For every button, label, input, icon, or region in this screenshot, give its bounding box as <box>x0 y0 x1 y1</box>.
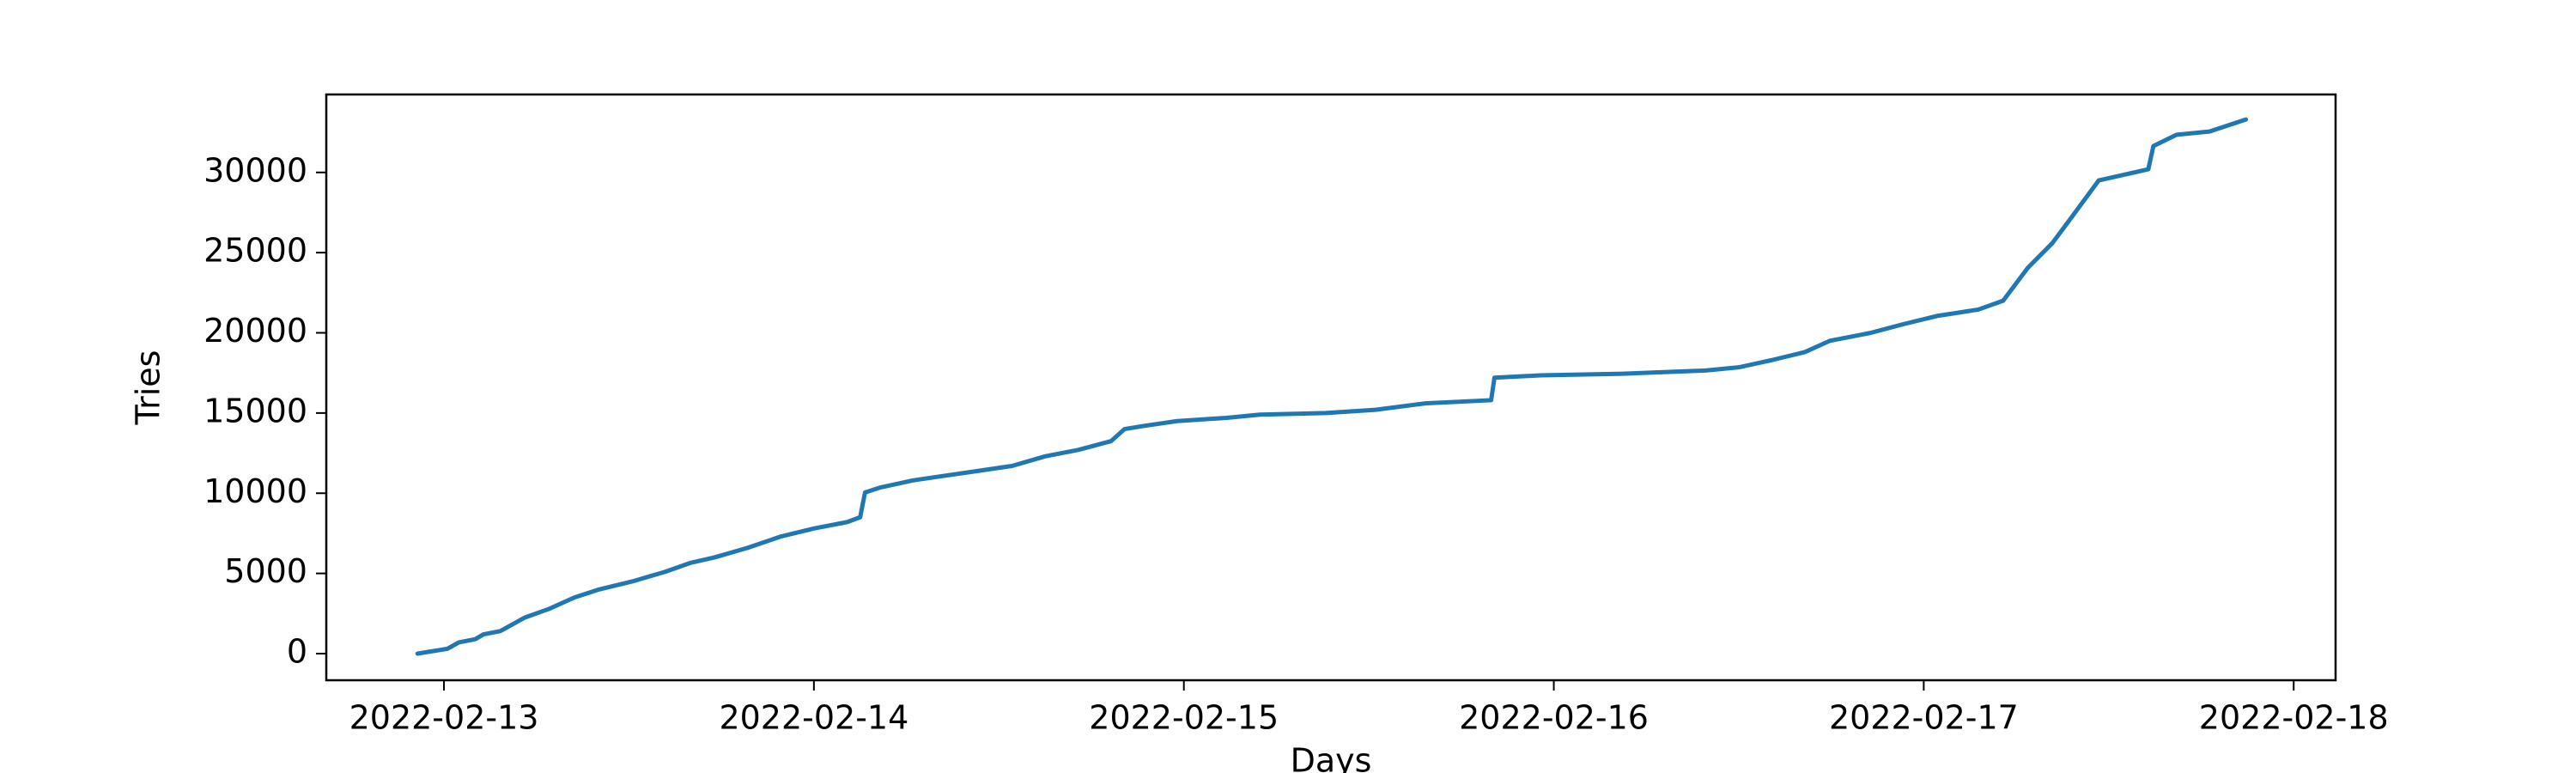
y-tick-label: 10000 <box>204 472 307 510</box>
y-tick-label: 30000 <box>204 151 307 189</box>
x-tick-label: 2022-02-17 <box>1829 699 2019 737</box>
x-tick-label: 2022-02-13 <box>349 699 539 737</box>
x-tick-label: 2022-02-16 <box>1459 699 1649 737</box>
y-tick-label: 20000 <box>204 312 307 350</box>
x-tick-label: 2022-02-14 <box>719 699 908 737</box>
x-tick-label: 2022-02-18 <box>2199 699 2389 737</box>
x-axis-label: Days <box>1291 742 1372 773</box>
y-axis-label: Tries <box>130 350 167 426</box>
x-tick-label: 2022-02-15 <box>1089 699 1279 737</box>
y-tick-label: 5000 <box>224 552 307 590</box>
data-line <box>415 117 2249 656</box>
y-tick-label: 0 <box>287 633 307 671</box>
axes-frame <box>325 93 2337 682</box>
y-tick-label: 15000 <box>204 392 307 429</box>
y-tick-label: 25000 <box>204 232 307 270</box>
